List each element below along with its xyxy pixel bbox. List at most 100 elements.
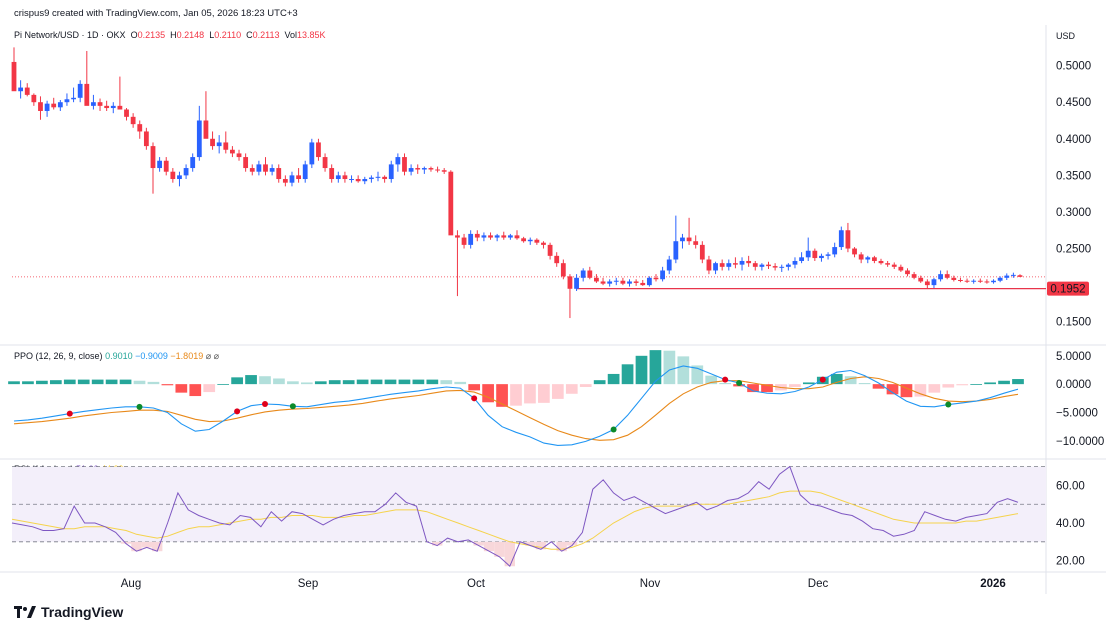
symbol-label[interactable]: Pi Network/USD · 1D · OKX	[14, 30, 126, 40]
ppo-histogram-bar	[830, 373, 843, 385]
candle-body	[640, 282, 646, 286]
ppo-histogram-bar	[984, 382, 996, 385]
candle-body	[733, 263, 738, 265]
candle-body	[269, 168, 275, 172]
ppo-histogram-bar	[970, 384, 983, 385]
ppo-histogram-bar	[705, 375, 718, 385]
candle-body	[706, 259, 712, 271]
ppo-name[interactable]: PPO (12, 26, 9, close)	[14, 351, 103, 361]
low-label: L	[209, 30, 215, 40]
open-value: 0.2135	[137, 30, 166, 40]
ppo-histogram-bar	[217, 384, 230, 385]
candle-body	[653, 277, 659, 280]
ppo-histogram-bar	[328, 380, 341, 385]
candle-body	[680, 237, 685, 242]
ppo-histogram-bar	[398, 379, 411, 385]
candle-body	[819, 255, 824, 259]
candle-body	[541, 242, 546, 245]
ppo-cross-up-marker	[945, 401, 952, 408]
ppo-histogram-bar	[161, 384, 174, 386]
candle-body	[534, 239, 540, 243]
ppo-histogram-bar	[593, 380, 606, 385]
ppo-histogram-bar	[36, 380, 48, 385]
candle-body	[44, 103, 50, 111]
candle-body	[547, 244, 553, 256]
candle-body	[580, 270, 586, 278]
rsi-tick-label: 60.00	[1056, 480, 1085, 492]
ppo-histogram-bar	[273, 378, 285, 385]
candle-body	[699, 244, 705, 260]
low-value: 0.2110	[214, 30, 242, 40]
ppo-histogram-bar	[203, 384, 216, 393]
candle-body	[349, 179, 354, 181]
candle-body	[905, 270, 910, 275]
ppo-histogram-bar	[356, 379, 369, 385]
candle-body	[838, 230, 844, 248]
time-tick-label: Nov	[640, 578, 661, 590]
ppo-histogram-bar	[942, 384, 955, 388]
candle-body	[64, 99, 70, 103]
ppo-histogram-bar	[635, 355, 648, 385]
tradingview-logo-icon	[14, 606, 36, 618]
ppo-cross-down-marker	[722, 376, 729, 383]
ppo-histogram-bar	[105, 379, 118, 385]
ppo-histogram-bar	[147, 381, 160, 385]
candle-body	[130, 116, 136, 125]
rsi-oversold-fill	[504, 541, 515, 567]
candle-body	[891, 264, 897, 267]
rsi-tick-label: 40.00	[1056, 518, 1085, 530]
ppo-histogram-bar	[63, 379, 76, 385]
candle-body	[799, 257, 804, 261]
rsi-oversold-fill	[494, 541, 505, 557]
ppo-histogram-bar	[342, 380, 355, 385]
ppo-histogram-bar	[538, 384, 550, 403]
candle-body	[600, 281, 606, 284]
candle-body	[633, 281, 639, 283]
rsi-oversold-fill	[556, 541, 567, 552]
candle-body	[1017, 275, 1023, 277]
candle-body	[693, 241, 699, 245]
candle-body	[792, 260, 798, 265]
ppo-histogram-bar	[300, 382, 313, 385]
rsi-oversold-fill	[525, 541, 536, 546]
ppo-tick-label: −10.0000	[1056, 436, 1104, 448]
candle-body	[852, 248, 857, 255]
rsi-oversold-fill	[566, 541, 578, 546]
candle-body	[388, 164, 394, 180]
candle-body	[918, 277, 924, 282]
ppo-tick-label: 5.0000	[1056, 351, 1091, 363]
close-value: 0.2113	[252, 30, 280, 40]
candle-body	[759, 264, 765, 267]
open-label: O	[130, 30, 138, 40]
ppo-cross-up-marker	[289, 403, 296, 410]
ppo-histogram-bar	[287, 381, 299, 385]
tradingview-logo: TradingView	[14, 604, 123, 620]
rsi-oversold-fill	[152, 541, 163, 552]
candle-body	[210, 138, 215, 147]
time-tick-label: 2026	[980, 578, 1006, 590]
candle-body	[971, 280, 977, 282]
candle-body	[163, 160, 169, 172]
price-tick-label: 0.3000	[1056, 207, 1091, 219]
candle-body	[31, 94, 37, 103]
candle-body	[779, 266, 785, 268]
candle-body	[673, 241, 679, 260]
rsi-tick-label: 20.00	[1056, 556, 1085, 568]
price-legend: Pi Network/USD · 1D · OKX O0.2135 H0.214…	[14, 30, 326, 40]
ppo-histogram-bar	[914, 384, 927, 397]
candle-body	[435, 169, 440, 171]
candle-body	[494, 235, 500, 238]
candle-body	[143, 131, 149, 147]
candle-body	[91, 102, 96, 106]
candle-body	[448, 171, 454, 236]
candle-body	[527, 239, 533, 242]
candle-body	[276, 168, 282, 180]
rsi-line	[11, 465, 1019, 568]
ppo-histogram-bar	[384, 379, 397, 385]
candle-body	[468, 233, 474, 245]
candle-body	[686, 237, 692, 242]
candle-body	[117, 105, 123, 110]
ppo-histogram-bar	[245, 375, 257, 385]
candle-body	[1010, 274, 1016, 276]
